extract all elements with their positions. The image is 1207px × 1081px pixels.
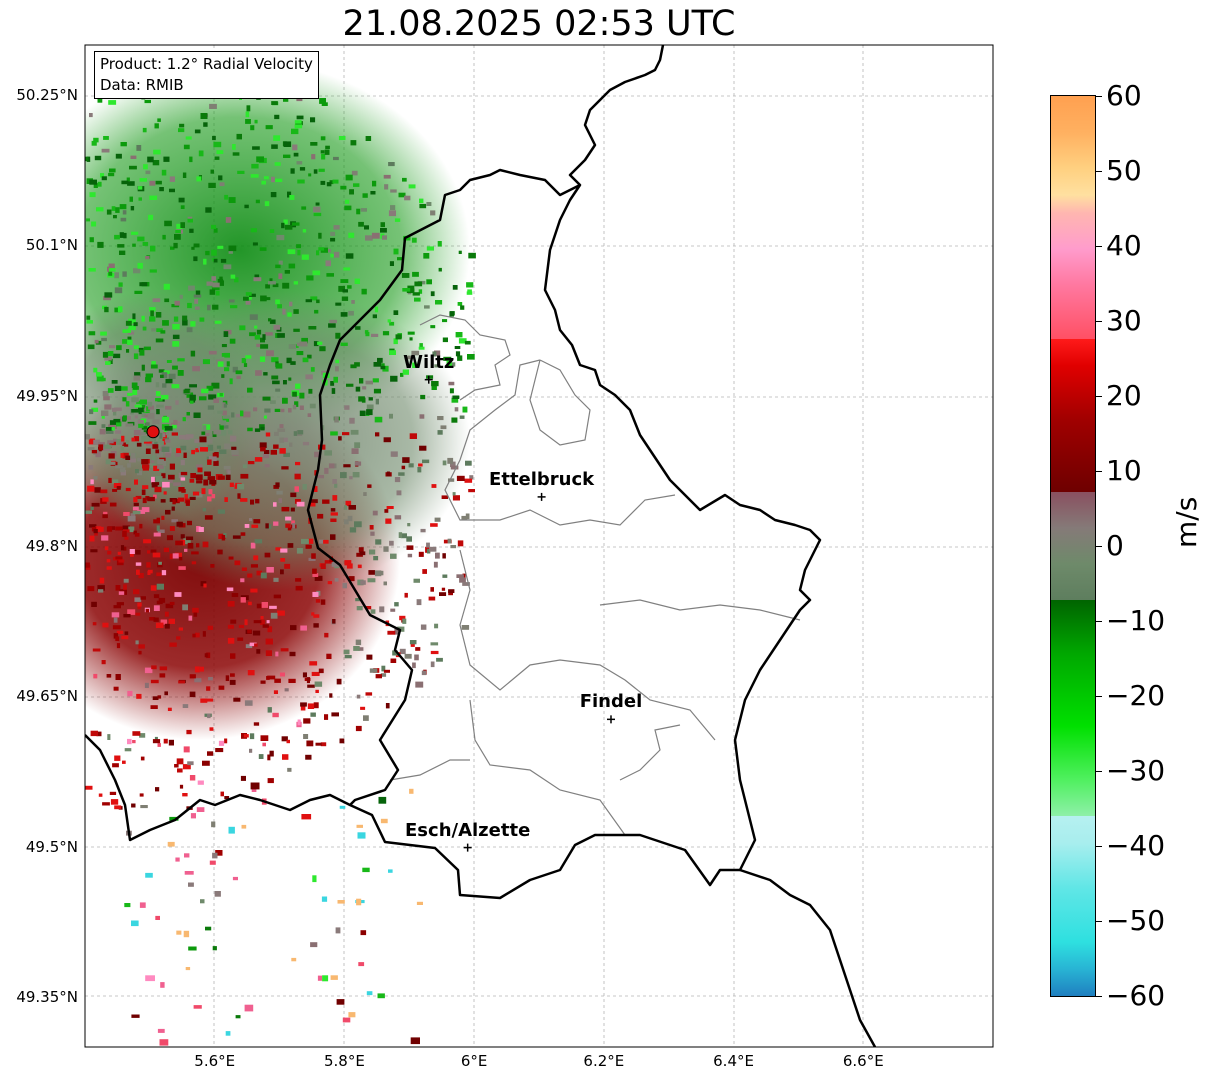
city-label: Wiltz — [403, 351, 455, 373]
colorbar-tick-mark — [1096, 171, 1102, 172]
radar-site-marker[interactable] — [146, 425, 160, 439]
colorbar-tick-mark — [1096, 696, 1102, 697]
info-box: Product: 1.2° Radial Velocity Data: RMIB — [94, 51, 319, 99]
colorbar-tick-label: −30 — [1106, 754, 1166, 787]
lat-tick-label: 49.35°N — [16, 987, 78, 1006]
lon-tick-label: 5.8°E — [324, 1052, 365, 1070]
colorbar-tick-mark — [1096, 921, 1102, 922]
lon-tick-label: 6°E — [460, 1052, 488, 1070]
city-label: Esch/Alzette — [405, 819, 531, 841]
lat-tick-label: 49.65°N — [16, 687, 78, 706]
city-marker — [463, 843, 472, 852]
colorbar-tick-mark — [1096, 846, 1102, 847]
lon-tick-label: 6.2°E — [583, 1052, 625, 1070]
lat-tick-label: 49.95°N — [16, 386, 78, 405]
colorbar-tick-mark — [1096, 471, 1102, 472]
colorbar-tick-label: 30 — [1106, 304, 1142, 337]
city-marker — [424, 375, 433, 384]
colorbar-tick-label: −10 — [1106, 604, 1166, 637]
colorbar-tick-mark — [1096, 96, 1102, 97]
map-title: 21.08.2025 02:53 UTC — [342, 4, 736, 44]
lat-tick-label: 49.5°N — [25, 837, 78, 856]
lat-tick-label: 50.25°N — [16, 86, 78, 105]
colorbar-tick-label: 10 — [1106, 454, 1142, 487]
colorbar-tick-label: −60 — [1106, 979, 1166, 1012]
lat-tick-label: 49.8°N — [25, 537, 78, 555]
colorbar-tick-mark — [1096, 321, 1102, 322]
colorbar-tick-mark — [1096, 246, 1102, 247]
city-label: Ettelbruck — [489, 468, 595, 490]
colorbar-label: m/s — [1170, 496, 1203, 548]
city-marker — [537, 492, 546, 501]
city-markers — [424, 375, 615, 852]
colorbar-tick-mark — [1096, 771, 1102, 772]
borders — [85, 45, 877, 1047]
city-marker — [606, 715, 615, 724]
colorbar-tick-label: −40 — [1106, 829, 1166, 862]
colorbar-tick-mark — [1096, 546, 1102, 547]
colorbar-tick-label: 60 — [1106, 79, 1142, 112]
colorbar-tick-label: 0 — [1106, 529, 1124, 562]
colorbar-tick-label: 20 — [1106, 379, 1142, 412]
germany-border — [568, 45, 877, 1047]
colorbar-tick-label: 40 — [1106, 229, 1142, 262]
lon-tick-label: 5.6°E — [194, 1052, 236, 1070]
city-label: Findel — [579, 691, 643, 713]
lat-tick-label: 50.1°N — [25, 236, 78, 255]
luxembourg-border — [306, 168, 822, 900]
colorbar-tick-mark — [1096, 621, 1102, 622]
lon-tick-label: 6.6°E — [842, 1052, 884, 1070]
data-source-label: Data: RMIB — [100, 76, 184, 94]
colorbar-tick-label: −50 — [1106, 904, 1166, 937]
map-frame — [84, 44, 994, 1048]
product-label: Product: 1.2° Radial Velocity — [100, 55, 313, 73]
lon-tick-label: 6.4°E — [713, 1052, 754, 1070]
colorbar-tick-label: 50 — [1106, 154, 1142, 187]
colorbar-tick-mark — [1096, 396, 1102, 397]
colorbar-tick-mark — [1096, 996, 1102, 997]
colorbar-tick-label: −20 — [1106, 679, 1166, 712]
belgium-france-border — [85, 734, 351, 842]
canton-borders — [389, 314, 801, 836]
velocity-colorbar — [1050, 95, 1096, 997]
